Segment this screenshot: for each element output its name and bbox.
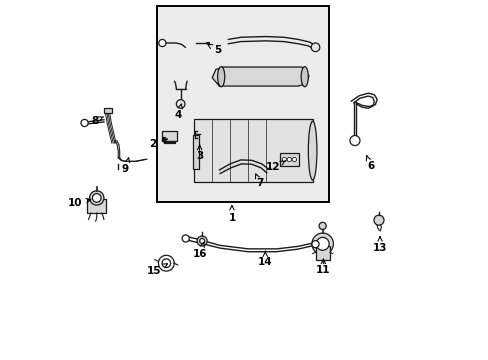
- Polygon shape: [212, 67, 308, 86]
- FancyBboxPatch shape: [194, 119, 312, 182]
- Text: 14: 14: [258, 251, 272, 267]
- FancyBboxPatch shape: [87, 199, 106, 213]
- Circle shape: [311, 233, 333, 255]
- FancyBboxPatch shape: [279, 153, 299, 166]
- Circle shape: [81, 120, 88, 127]
- Circle shape: [89, 191, 104, 205]
- Circle shape: [319, 222, 325, 229]
- Ellipse shape: [308, 121, 316, 180]
- Circle shape: [310, 43, 319, 51]
- Text: 8: 8: [91, 116, 103, 126]
- Text: 10: 10: [68, 198, 91, 208]
- Text: 6: 6: [366, 156, 374, 171]
- Circle shape: [182, 235, 189, 242]
- FancyBboxPatch shape: [163, 141, 174, 143]
- Ellipse shape: [301, 67, 308, 87]
- Ellipse shape: [217, 67, 224, 87]
- Text: 9: 9: [122, 158, 129, 174]
- Text: 5: 5: [207, 44, 221, 55]
- Circle shape: [159, 40, 165, 46]
- Circle shape: [349, 135, 359, 145]
- Text: 13: 13: [372, 237, 386, 253]
- Circle shape: [286, 157, 291, 162]
- Text: 12: 12: [265, 161, 285, 172]
- Circle shape: [162, 259, 170, 267]
- Text: 15: 15: [146, 264, 167, 276]
- Circle shape: [316, 237, 328, 250]
- Circle shape: [199, 238, 204, 243]
- Circle shape: [292, 157, 296, 162]
- Text: 1: 1: [228, 206, 235, 222]
- Circle shape: [311, 240, 319, 248]
- Text: 3: 3: [196, 145, 203, 161]
- Bar: [156, 6, 328, 202]
- Circle shape: [373, 215, 383, 225]
- FancyBboxPatch shape: [192, 135, 199, 169]
- Circle shape: [92, 194, 101, 202]
- FancyBboxPatch shape: [315, 246, 329, 260]
- Text: 4: 4: [174, 104, 182, 121]
- Text: 2: 2: [149, 139, 167, 149]
- Text: 11: 11: [316, 259, 330, 275]
- FancyBboxPatch shape: [104, 108, 112, 113]
- FancyBboxPatch shape: [162, 131, 177, 141]
- Circle shape: [197, 236, 207, 246]
- Circle shape: [176, 100, 184, 108]
- Text: 16: 16: [192, 243, 206, 258]
- Text: 7: 7: [255, 174, 263, 188]
- Circle shape: [282, 157, 286, 162]
